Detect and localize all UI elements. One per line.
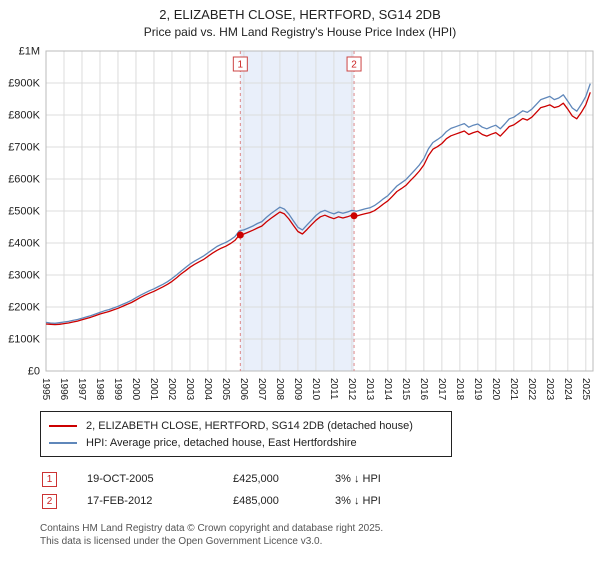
svg-text:2010: 2010 [310,378,321,401]
svg-text:2015: 2015 [400,378,411,401]
legend-label-hpi: HPI: Average price, detached house, East… [86,436,357,449]
transaction-2-price: £485,000 [233,495,279,507]
svg-text:£500K: £500K [8,206,40,218]
svg-text:1997: 1997 [76,378,87,401]
svg-text:1995: 1995 [40,378,51,401]
svg-text:2001: 2001 [148,378,159,401]
svg-text:2025: 2025 [580,378,591,401]
svg-text:1996: 1996 [58,378,69,401]
transaction-2-date: 17-FEB-2012 [87,495,153,507]
svg-text:2004: 2004 [202,378,213,401]
svg-text:£300K: £300K [8,270,40,282]
transaction-1-hpi-delta: 3% ↓ HPI [335,473,381,485]
svg-text:2023: 2023 [544,378,555,401]
svg-text:£200K: £200K [8,302,40,314]
svg-text:2: 2 [351,60,357,71]
svg-text:2021: 2021 [508,378,519,401]
svg-text:2020: 2020 [490,378,501,401]
svg-text:£600K: £600K [8,174,40,186]
transaction-row: 2 17-FEB-2012 £485,000 3% ↓ HPI [42,490,600,512]
chart-legend: 2, ELIZABETH CLOSE, HERTFORD, SG14 2DB (… [40,411,452,457]
svg-text:2012: 2012 [346,378,357,401]
svg-text:2008: 2008 [274,378,285,401]
svg-text:2014: 2014 [382,378,393,401]
legend-swatch-property-line [49,424,77,427]
transaction-2-marker: 2 [42,493,57,509]
svg-text:2013: 2013 [364,378,375,401]
svg-text:2016: 2016 [418,378,429,401]
svg-text:2022: 2022 [526,378,537,401]
svg-text:2005: 2005 [220,378,231,401]
svg-text:£700K: £700K [8,142,40,154]
transaction-1-date: 19-OCT-2005 [87,473,154,485]
svg-text:£800K: £800K [8,110,40,122]
svg-text:2006: 2006 [238,378,249,401]
legend-item-property: 2, ELIZABETH CLOSE, HERTFORD, SG14 2DB (… [49,417,443,434]
footer-line-2: This data is licensed under the Open Gov… [40,536,323,547]
legend-label-property: 2, ELIZABETH CLOSE, HERTFORD, SG14 2DB (… [86,419,413,432]
legend-swatch-hpi-line [49,441,77,444]
svg-text:£100K: £100K [8,334,40,346]
svg-text:2009: 2009 [292,378,303,401]
footer-line-1: Contains HM Land Registry data © Crown c… [40,523,384,534]
svg-text:2024: 2024 [562,378,573,401]
svg-text:2018: 2018 [454,378,465,401]
svg-text:£0: £0 [28,366,40,378]
svg-text:£1M: £1M [19,46,40,58]
transaction-2-hpi-delta: 3% ↓ HPI [335,495,381,507]
svg-text:1999: 1999 [112,378,123,401]
svg-text:2000: 2000 [130,378,141,401]
transactions-table: 1 19-OCT-2005 £425,000 3% ↓ HPI 2 17-FEB… [42,468,600,512]
svg-text:1998: 1998 [94,378,105,401]
price-chart: £0 £100K £200K £300K £400K £500K £600K £700K £80… [8,46,594,401]
svg-text:£400K: £400K [8,238,40,250]
transaction-1-marker: 1 [42,471,57,487]
svg-text:2011: 2011 [328,378,339,400]
legend-item-hpi: HPI: Average price, detached house, East… [49,434,443,451]
page-title: 2, ELIZABETH CLOSE, HERTFORD, SG14 2DB [159,7,441,22]
license-footer: Contains HM Land Registry data © Crown c… [40,522,600,548]
svg-text:£900K: £900K [8,78,40,90]
page-subtitle: Price paid vs. HM Land Registry's House … [143,25,457,39]
svg-text:2007: 2007 [256,378,267,401]
transaction-row: 1 19-OCT-2005 £425,000 3% ↓ HPI [42,468,600,490]
svg-text:2003: 2003 [184,378,195,401]
svg-text:1: 1 [238,60,244,71]
svg-text:2017: 2017 [436,378,447,401]
transaction-1-price: £425,000 [233,473,279,485]
svg-text:2019: 2019 [472,378,483,401]
svg-text:2002: 2002 [166,378,177,401]
